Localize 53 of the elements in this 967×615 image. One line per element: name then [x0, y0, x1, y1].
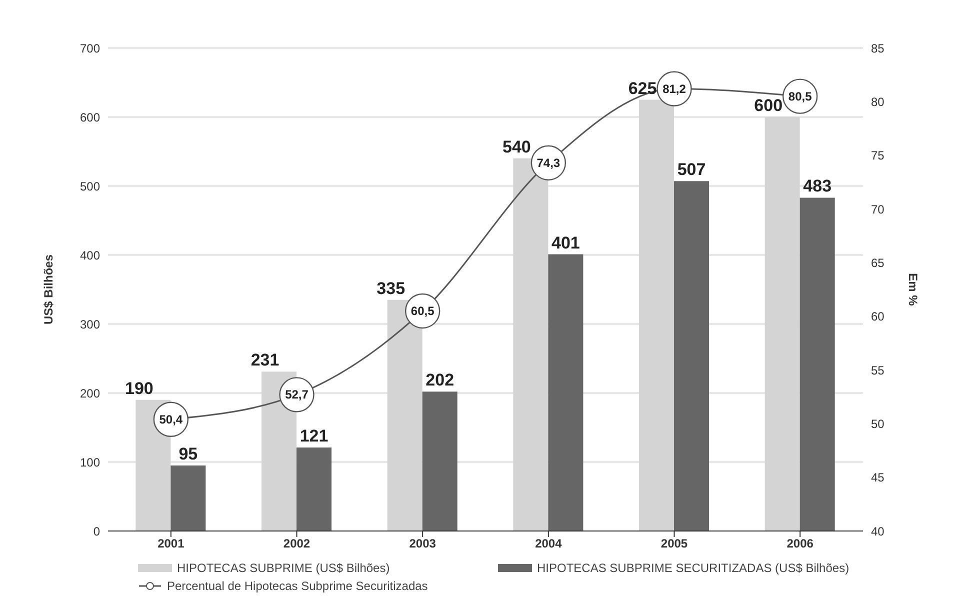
legend-label: HIPOTECAS SUBPRIME (US$ Bilhões) — [177, 561, 390, 575]
y-tick-label: 400 — [80, 248, 100, 262]
data-label: 52,7 — [285, 388, 309, 402]
y2-tick-label: 70 — [871, 202, 885, 216]
y-axis-title: US$ Bilhões — [41, 254, 56, 325]
y2-tick-label: 75 — [871, 148, 885, 163]
legend-label: Percentual de Hipotecas Subprime Securitizadas — [167, 579, 428, 593]
y2-tick-label: 50 — [871, 416, 885, 431]
x-tick-label: 2005 — [660, 536, 688, 551]
data-label: 483 — [803, 176, 832, 196]
data-label: 231 — [250, 350, 280, 370]
data-label: 50,4 — [159, 412, 183, 426]
y2-tick-label: 80 — [871, 94, 885, 109]
data-label: 95 — [178, 444, 198, 464]
data-label: 121 — [300, 426, 328, 446]
x-tick-label: 2002 — [283, 536, 310, 551]
data-label: 190 — [124, 378, 154, 398]
bar — [170, 465, 206, 531]
legend-label: HIPOTECAS SUBPRIME SECURITIZADAS (US$ Bilhões) — [537, 561, 850, 575]
data-label: 81,2 — [662, 82, 686, 96]
y-tick-label: 500 — [80, 179, 100, 194]
bar — [296, 448, 332, 531]
bar — [674, 181, 710, 531]
x-tick-label: 2004 — [535, 536, 562, 551]
y-tick-label: 200 — [80, 386, 100, 400]
y2-tick-label: 85 — [871, 41, 885, 56]
y2-axis-title: Em % — [906, 273, 920, 306]
y-tick-label: 100 — [80, 455, 100, 470]
y-tick-label: 300 — [80, 317, 100, 332]
data-label: 540 — [502, 137, 531, 156]
y2-tick-label: 45 — [871, 470, 885, 485]
data-label: 60,5 — [410, 304, 435, 318]
x-tick-label: 2001 — [158, 536, 185, 551]
data-label: 74,3 — [536, 156, 560, 170]
y2-tick-label: 60 — [871, 310, 885, 324]
y2-tick-label: 40 — [871, 524, 885, 538]
data-label: 202 — [426, 370, 454, 390]
data-label: 507 — [677, 160, 706, 180]
data-label: 600 — [754, 96, 783, 115]
y2-tick-label: 55 — [871, 363, 885, 378]
y-tick-label: 700 — [80, 41, 100, 56]
y-tick-label: 600 — [80, 110, 100, 124]
bar — [422, 392, 458, 531]
data-label: 625 — [628, 78, 657, 98]
y2-tick-label: 65 — [871, 256, 885, 270]
y-tick-label: 0 — [93, 524, 100, 538]
x-tick-label: 2006 — [786, 536, 814, 551]
x-tick-label: 2003 — [409, 536, 436, 551]
data-label: 80,5 — [788, 89, 812, 104]
data-label: 401 — [551, 233, 580, 252]
data-label: 335 — [376, 278, 406, 298]
bar — [548, 254, 584, 531]
bar — [800, 198, 835, 531]
